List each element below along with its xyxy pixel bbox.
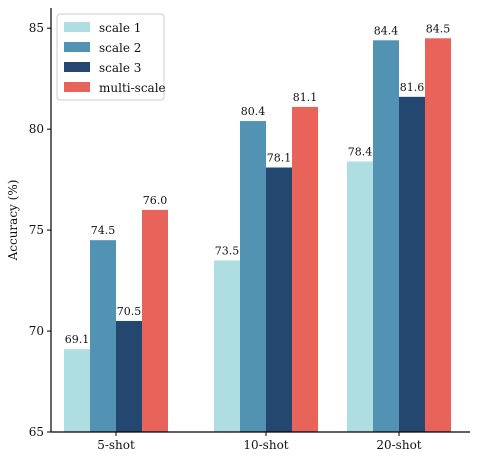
data-label: 84.5 <box>426 22 451 35</box>
bar-multi-scale-20-shot <box>425 38 451 433</box>
x-ticks-group: 5-shot 10-shot 20-shot <box>97 432 422 452</box>
bar-scale-3-5-shot <box>116 320 142 432</box>
legend-label: scale 3 <box>99 61 141 75</box>
data-label: 84.4 <box>374 24 399 37</box>
bar-scale-1-10-shot <box>214 260 240 432</box>
y-tick-label: 70 <box>29 324 44 338</box>
data-label: 73.5 <box>215 244 240 257</box>
data-label: 78.4 <box>348 145 373 158</box>
data-label: 76.0 <box>143 194 168 207</box>
data-label: 81.6 <box>400 81 425 94</box>
y-tick-label: 65 <box>29 425 44 439</box>
y-tick-label: 85 <box>29 21 44 35</box>
x-tick-label: 10-shot <box>243 438 288 452</box>
legend-swatch <box>64 62 90 72</box>
bar-scale-2-5-shot <box>90 240 116 432</box>
legend-label: multi-scale <box>99 81 166 95</box>
legend-label: scale 1 <box>99 21 141 35</box>
legend: scale 1 scale 2 scale 3 multi-scale <box>56 13 166 101</box>
x-tick-label: 20-shot <box>376 438 421 452</box>
data-label: 78.1 <box>267 152 292 165</box>
legend-frame <box>56 13 165 101</box>
y-axis-title: Accuracy (%) <box>6 180 20 262</box>
y-tick-label: 75 <box>29 223 44 237</box>
data-label: 74.5 <box>91 224 116 237</box>
data-labels-group: 69.1 74.5 70.5 76.0 73.5 80.4 78.1 81.1 78.4 84.4… <box>65 22 451 346</box>
y-tick-label: 80 <box>29 122 44 136</box>
bar-multi-scale-5-shot <box>142 209 168 432</box>
data-label: 81.1 <box>293 91 318 104</box>
legend-label: scale 2 <box>99 41 141 55</box>
bar-scale-2-10-shot <box>240 121 266 433</box>
data-label: 69.1 <box>65 333 90 346</box>
axes-group <box>50 8 470 433</box>
y-ticks-group: 65 70 75 80 85 <box>29 21 51 439</box>
data-label: 80.4 <box>241 105 266 118</box>
legend-swatch <box>64 22 90 32</box>
data-label: 70.5 <box>117 305 142 318</box>
bar-scale-3-10-shot <box>266 167 292 432</box>
bar-multi-scale-10-shot <box>292 106 318 432</box>
legend-swatch <box>64 82 90 92</box>
x-tick-label: 5-shot <box>97 438 135 452</box>
bars-group <box>64 38 451 433</box>
bar-scale-1-20-shot <box>347 161 373 432</box>
bar-scale-2-20-shot <box>373 40 399 433</box>
bar-scale-3-20-shot <box>399 96 425 432</box>
bar-scale-1-5-shot <box>64 349 90 432</box>
legend-swatch <box>64 42 90 52</box>
